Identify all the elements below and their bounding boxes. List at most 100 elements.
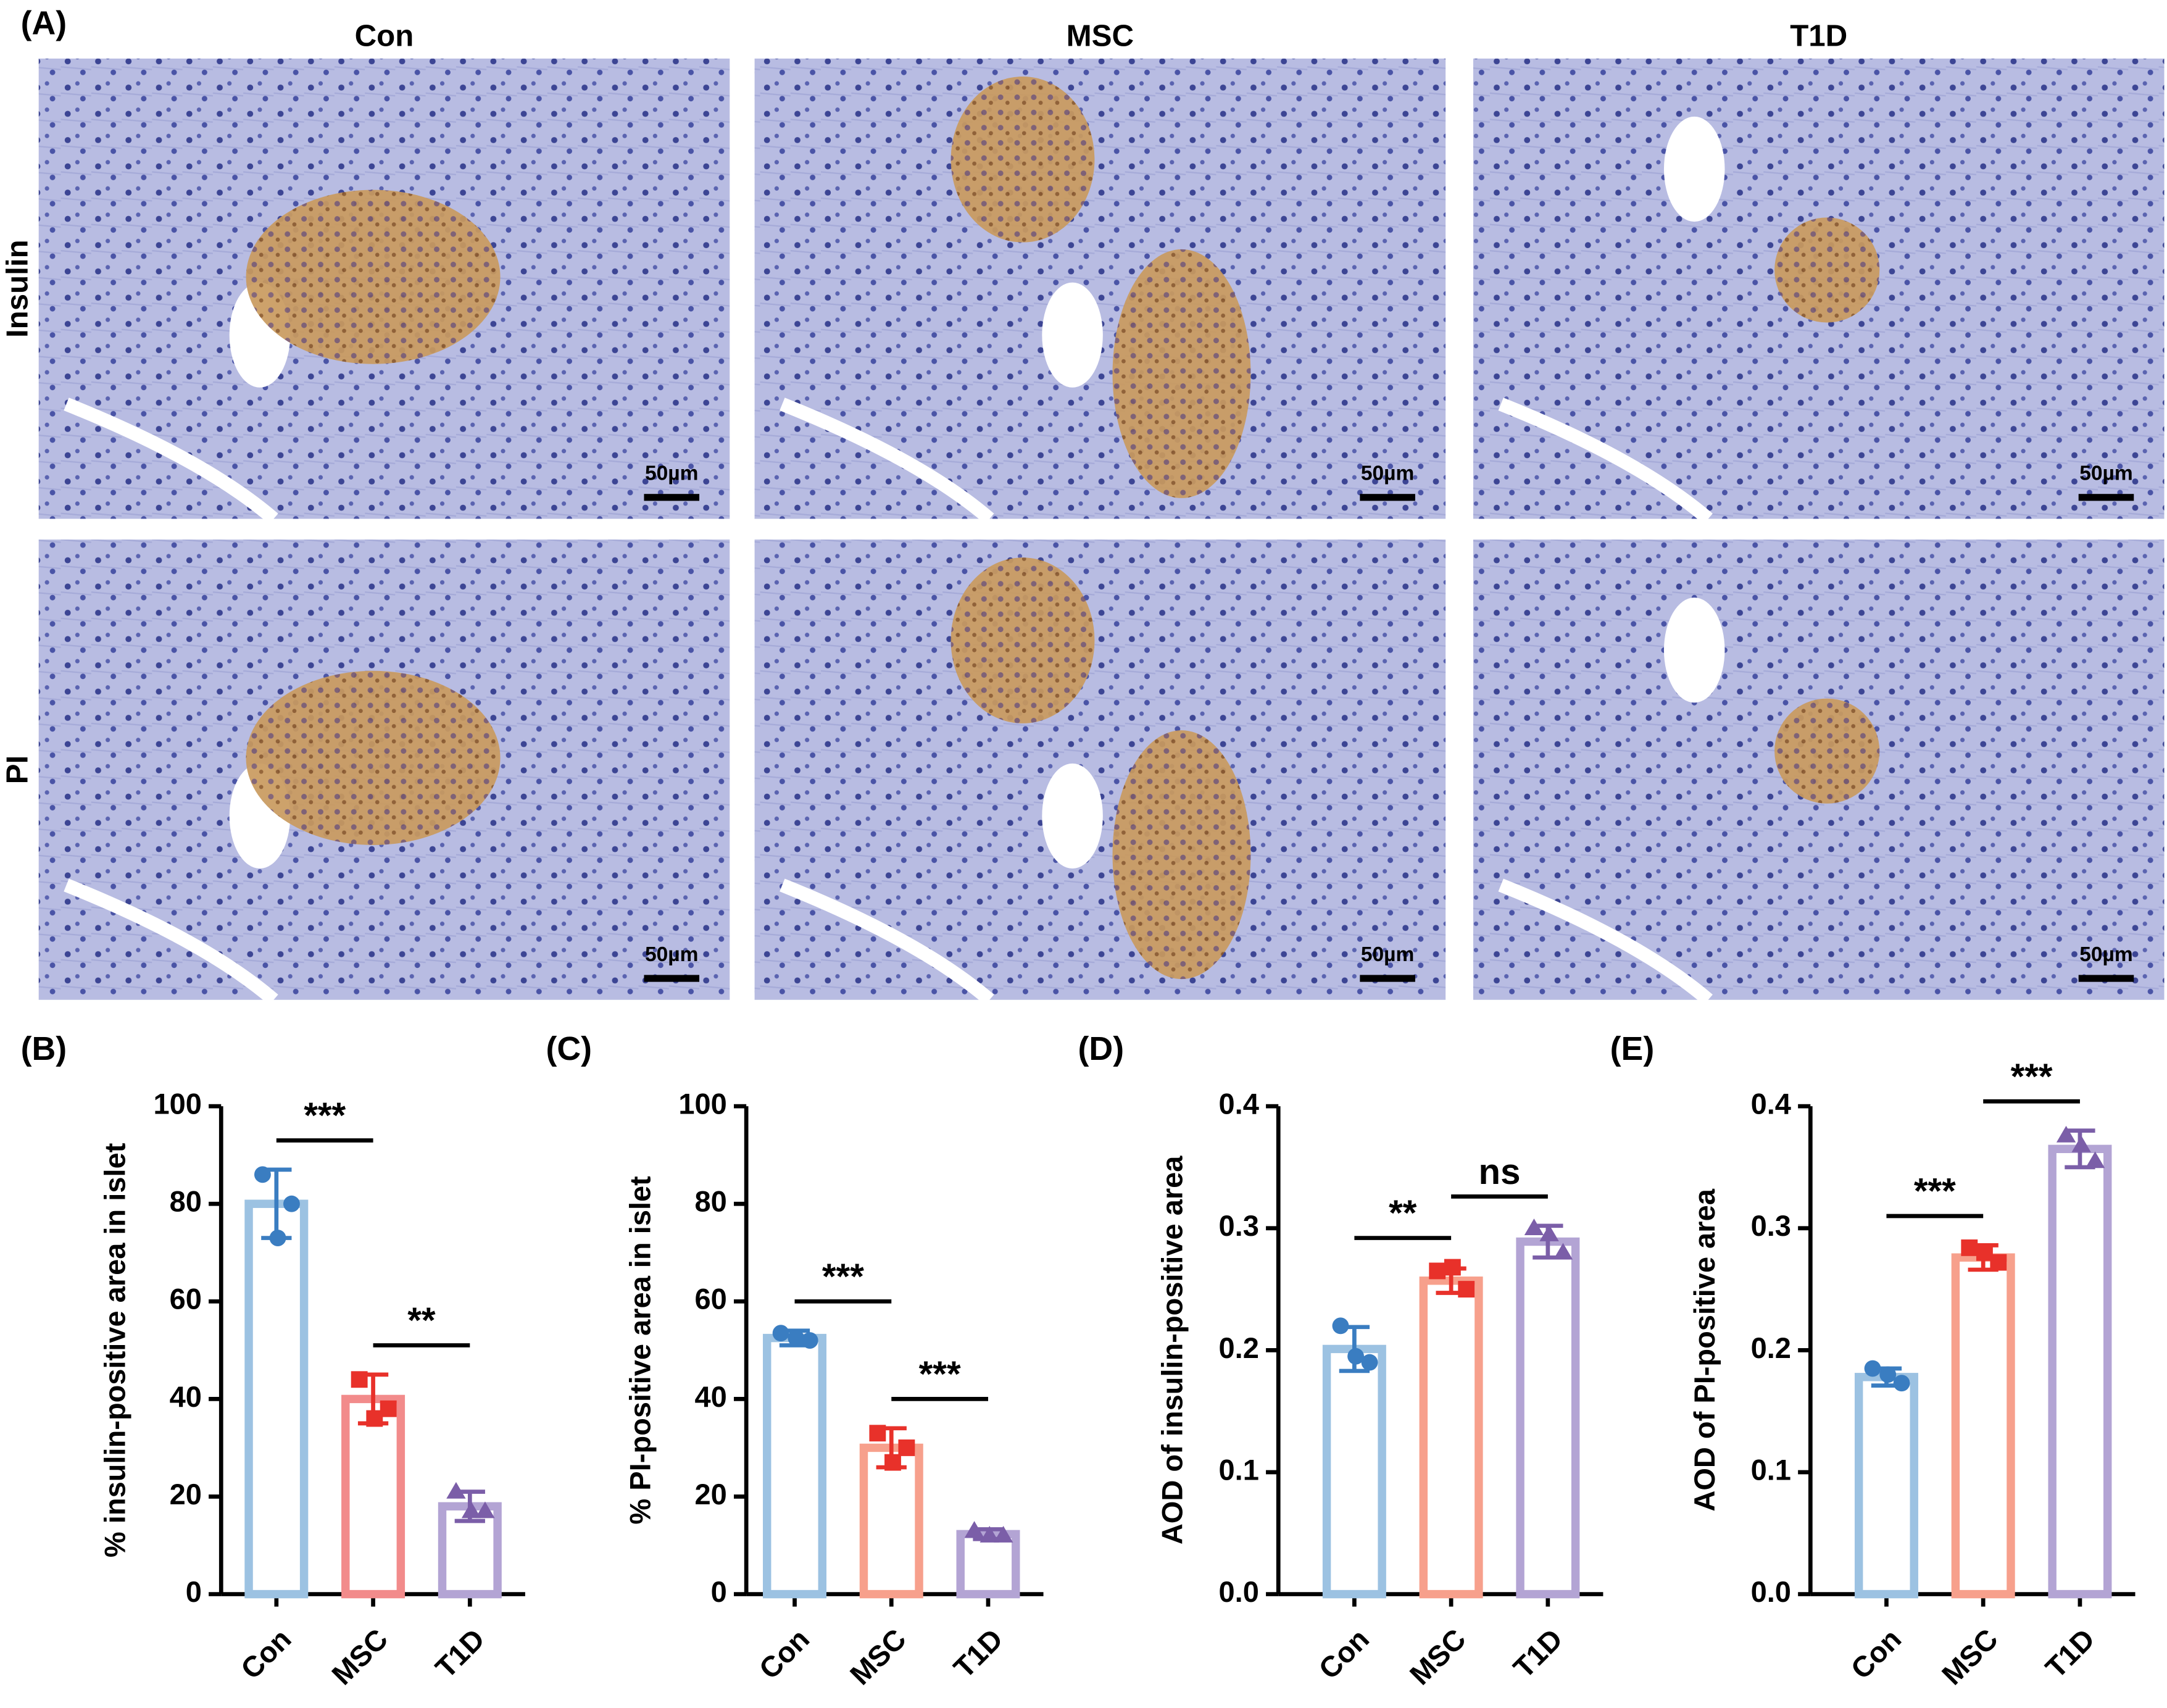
data-point [964,1521,984,1538]
y-tick-label: 0.1 [1751,1453,1791,1486]
tissue-gap [1498,398,1713,524]
vessel [1042,763,1103,869]
islet [1774,217,1880,323]
y-tick-label: 40 [695,1380,727,1413]
vessel [1663,116,1725,222]
y-tick-label: 0.3 [1751,1209,1791,1242]
column-title: MSC [1067,19,1134,52]
y-axis-label: % insulin-positive area in islet [99,1143,131,1557]
x-tick-label: Con [1312,1622,1375,1685]
bar [1419,1277,1483,1599]
significance-label: ** [1389,1193,1417,1233]
x-tick-label: Con [752,1622,815,1685]
bar [763,1333,827,1599]
bar [956,1530,1020,1599]
tissue-gap [780,398,994,524]
data-point [475,1501,495,1518]
data-point [1539,1224,1559,1241]
tissue-gap [1498,878,1713,1006]
significance-label: *** [304,1096,346,1136]
column-title: T1D [1790,19,1847,52]
data-point [788,1330,805,1347]
significance-label: *** [919,1354,961,1394]
data-point [980,1526,999,1543]
scale-bar [644,494,700,501]
significance-label: ** [407,1301,436,1341]
data-point [1961,1239,1978,1256]
y-tick-label: 20 [695,1478,727,1510]
y-tick-label: 0.4 [1751,1088,1791,1120]
row-label: Insulin [0,240,34,338]
data-point [1429,1262,1446,1280]
y-tick-label: 0 [186,1575,202,1608]
y-tick-label: 60 [170,1283,202,1315]
data-point [1444,1259,1461,1276]
data-point [283,1195,300,1212]
data-point [351,1371,368,1388]
y-tick-label: 0.0 [1751,1575,1791,1608]
scale-bar-label: 50µm [2079,943,2133,966]
data-point [1976,1244,1993,1261]
data-point [1879,1366,1897,1383]
data-point [269,1230,286,1246]
data-point [461,1501,481,1518]
y-tick-label: 80 [695,1185,727,1218]
bar [859,1443,923,1599]
significance-label: *** [822,1257,864,1297]
y-tick-label: 0.1 [1219,1453,1259,1486]
bar [341,1394,406,1599]
significance-label: ns [1479,1152,1521,1192]
data-point [1524,1219,1544,1235]
x-tick-label: MSC [844,1622,912,1691]
islet [950,76,1095,243]
data-point [898,1439,915,1456]
scale-bar-label: 50µm [1361,943,1415,966]
charts: (B) 0 20 40 60 80 100 % insulin-positive area i… [21,1030,2136,1691]
column-title: Con [355,19,414,52]
y-tick-label: 100 [678,1088,726,1120]
panel-label: (A) [21,4,67,41]
tissue-gap [64,398,278,524]
y-tick-label: 0.4 [1219,1088,1259,1120]
data-point [801,1332,818,1349]
significance-label: *** [2011,1057,2053,1097]
scale-bar-label: 50µm [1361,462,1415,485]
tissue-gap [780,878,994,1006]
data-point [2071,1135,2091,1152]
significance-label: *** [1914,1172,1956,1212]
y-tick-label: 0 [711,1575,727,1608]
scale-bar [644,975,700,982]
scale-bar [1360,494,1415,501]
y-tick-label: 0.2 [1751,1331,1791,1364]
data-point [1458,1281,1475,1298]
panel-label: (D) [1078,1030,1125,1067]
x-tick-label: Con [234,1622,297,1685]
panel-label: (E) [1610,1030,1655,1067]
x-tick-label: T1D [2039,1622,2100,1684]
bar [1854,1373,1918,1599]
islet [1112,730,1251,980]
y-axis-label: % PI-positive area in islet [624,1176,657,1525]
bar [244,1199,309,1599]
bar [1322,1344,1386,1599]
data-point [884,1454,901,1471]
bar [1951,1253,2015,1599]
islet [1112,249,1251,498]
bar [1516,1237,1580,1599]
data-point [366,1410,383,1427]
y-tick-label: 0.2 [1219,1331,1259,1364]
y-tick-label: 60 [695,1283,727,1315]
y-tick-label: 0.3 [1219,1209,1259,1242]
x-tick-label: T1D [947,1622,1009,1684]
data-point [1361,1354,1378,1371]
scale-bar-label: 50µm [2079,462,2133,485]
scale-bar [2078,494,2134,501]
data-point [1893,1375,1910,1392]
x-tick-label: T1D [429,1622,491,1684]
data-point [1864,1360,1881,1377]
data-point [1347,1348,1365,1365]
islet [246,190,501,364]
panel-label: (B) [21,1030,67,1067]
